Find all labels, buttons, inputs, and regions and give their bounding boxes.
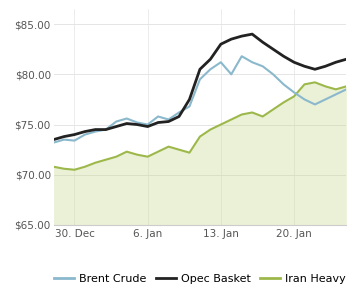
- Iran Heavy: [72, 168, 77, 172]
- Brent Crude: [271, 73, 275, 76]
- Opec Basket: [302, 64, 307, 68]
- Iran Heavy: [229, 118, 233, 121]
- Iran Heavy: [135, 153, 139, 157]
- Brent Crude: [135, 121, 139, 124]
- Opec Basket: [177, 115, 181, 118]
- Brent Crude: [198, 77, 202, 81]
- Opec Basket: [208, 57, 212, 61]
- Iran Heavy: [166, 145, 171, 148]
- Opec Basket: [198, 68, 202, 71]
- Brent Crude: [281, 82, 286, 86]
- Iran Heavy: [281, 100, 286, 104]
- Iran Heavy: [156, 150, 160, 154]
- Brent Crude: [146, 123, 150, 126]
- Opec Basket: [344, 57, 348, 61]
- Brent Crude: [93, 130, 97, 134]
- Brent Crude: [292, 91, 296, 94]
- Opec Basket: [51, 138, 56, 141]
- Brent Crude: [323, 98, 327, 101]
- Iran Heavy: [62, 167, 66, 170]
- Opec Basket: [83, 130, 87, 134]
- Brent Crude: [240, 54, 244, 58]
- Brent Crude: [219, 60, 223, 64]
- Opec Basket: [187, 98, 192, 101]
- Brent Crude: [51, 141, 56, 144]
- Opec Basket: [334, 60, 338, 64]
- Brent Crude: [114, 120, 119, 123]
- Iran Heavy: [177, 148, 181, 152]
- Iran Heavy: [344, 85, 348, 88]
- Brent Crude: [313, 103, 317, 106]
- Line: Iran Heavy: Iran Heavy: [54, 82, 346, 170]
- Iran Heavy: [271, 108, 275, 111]
- Brent Crude: [208, 68, 212, 71]
- Opec Basket: [219, 42, 223, 46]
- Opec Basket: [292, 60, 296, 64]
- Iran Heavy: [302, 82, 307, 86]
- Opec Basket: [166, 120, 171, 123]
- Opec Basket: [62, 135, 66, 138]
- Line: Brent Crude: Brent Crude: [54, 56, 346, 142]
- Iran Heavy: [250, 111, 254, 114]
- Iran Heavy: [261, 115, 265, 118]
- Line: Opec Basket: Opec Basket: [54, 34, 346, 140]
- Iran Heavy: [51, 165, 56, 169]
- Iran Heavy: [334, 88, 338, 91]
- Opec Basket: [261, 40, 265, 44]
- Iran Heavy: [313, 80, 317, 84]
- Brent Crude: [72, 139, 77, 142]
- Brent Crude: [62, 138, 66, 141]
- Opec Basket: [313, 68, 317, 71]
- Brent Crude: [166, 118, 171, 121]
- Brent Crude: [334, 93, 338, 96]
- Legend: Brent Crude, Opec Basket, Iran Heavy: Brent Crude, Opec Basket, Iran Heavy: [49, 269, 351, 288]
- Iran Heavy: [114, 155, 119, 158]
- Opec Basket: [135, 123, 139, 126]
- Opec Basket: [93, 128, 97, 131]
- Iran Heavy: [323, 85, 327, 88]
- Iran Heavy: [292, 94, 296, 98]
- Opec Basket: [323, 64, 327, 68]
- Brent Crude: [250, 60, 254, 64]
- Opec Basket: [240, 34, 244, 38]
- Iran Heavy: [187, 151, 192, 154]
- Iran Heavy: [219, 123, 223, 126]
- Opec Basket: [72, 133, 77, 136]
- Opec Basket: [156, 121, 160, 124]
- Brent Crude: [125, 117, 129, 120]
- Brent Crude: [261, 64, 265, 68]
- Opec Basket: [250, 32, 254, 36]
- Opec Basket: [146, 125, 150, 128]
- Opec Basket: [271, 47, 275, 51]
- Opec Basket: [281, 54, 286, 58]
- Brent Crude: [229, 73, 233, 76]
- Opec Basket: [229, 37, 233, 41]
- Brent Crude: [83, 133, 87, 136]
- Iran Heavy: [83, 165, 87, 169]
- Brent Crude: [156, 115, 160, 118]
- Opec Basket: [125, 122, 129, 125]
- Brent Crude: [187, 105, 192, 108]
- Iran Heavy: [198, 135, 202, 138]
- Opec Basket: [104, 128, 108, 131]
- Iran Heavy: [240, 113, 244, 116]
- Opec Basket: [114, 125, 119, 128]
- Iran Heavy: [146, 155, 150, 158]
- Iran Heavy: [208, 128, 212, 131]
- Brent Crude: [302, 98, 307, 101]
- Iran Heavy: [125, 150, 129, 154]
- Brent Crude: [104, 128, 108, 131]
- Iran Heavy: [93, 161, 97, 164]
- Brent Crude: [177, 111, 181, 114]
- Iran Heavy: [104, 158, 108, 161]
- Brent Crude: [344, 88, 348, 91]
